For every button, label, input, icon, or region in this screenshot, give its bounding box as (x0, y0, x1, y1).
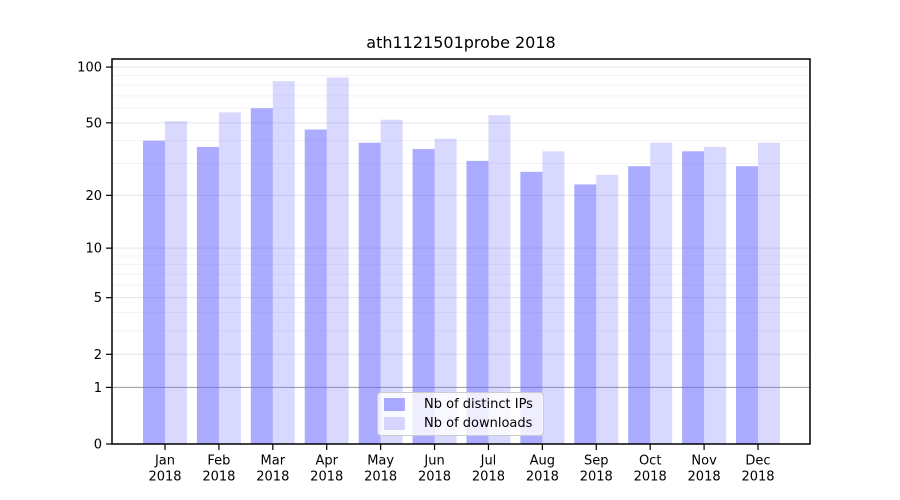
x-tick-label-year: 2018 (256, 470, 289, 485)
x-tick-label-year: 2018 (364, 470, 397, 485)
bar-distinct-ips-jul (466, 160, 489, 444)
x-tick-label-year: 2018 (148, 470, 181, 485)
x-tick-label-month: Feb (207, 454, 230, 469)
bar-downloads-apr (326, 77, 349, 444)
bar-downloads-dec (758, 142, 780, 445)
x-tick-label-year: 2018 (526, 470, 559, 485)
x-tick-label-year: 2018 (634, 470, 667, 485)
x-tick-label-month: Jun (423, 454, 444, 469)
bar-downloads-sep (596, 174, 619, 445)
axes-frame (111, 58, 811, 445)
legend-item-downloads: Nb of downloads (378, 415, 543, 431)
y-tick-label: 10 (85, 242, 102, 257)
y-tick-label: 2 (94, 348, 102, 363)
x-tick-label-month: Apr (315, 454, 338, 469)
x-tick-label-year: 2018 (688, 470, 721, 485)
bar-distinct-ips-apr (304, 129, 327, 444)
x-tick-label-year: 2018 (202, 470, 235, 485)
legend-swatch-downloads (384, 416, 405, 430)
x-tick-label-month: Nov (691, 454, 717, 469)
bar-distinct-ips-may (358, 142, 381, 445)
x-tick-label-year: 2018 (741, 470, 774, 485)
bar-downloads-may (380, 119, 403, 444)
x-tick-label-month: May (367, 454, 394, 469)
legend-label-distinct-ips: Nb of distinct IPs (424, 397, 533, 413)
legend-label-downloads: Nb of downloads (424, 415, 533, 431)
bar-distinct-ips-nov (682, 151, 705, 444)
bar-downloads-oct (650, 142, 673, 445)
bar-distinct-ips-sep (574, 184, 597, 444)
y-tick-label: 1 (94, 381, 102, 396)
x-tick-label-month: Sep (584, 454, 609, 469)
x-tick-label-year: 2018 (472, 470, 505, 485)
bar-downloads-jul (488, 115, 511, 445)
bar-downloads-mar (272, 81, 295, 444)
legend-swatch-distinct-ips (384, 398, 405, 412)
y-tick-label: 0 (94, 438, 102, 453)
bar-downloads-nov (704, 146, 727, 444)
y-tick-label: 100 (77, 61, 102, 76)
x-tick-label-month: Oct (639, 454, 661, 469)
chart-title: ath1121501probe 2018 (366, 33, 556, 52)
y-tick-label: 20 (85, 189, 102, 204)
bar-distinct-ips-dec (736, 166, 758, 444)
legend: Nb of distinct IPs Nb of downloads (377, 392, 544, 436)
x-tick-label-month: Mar (261, 454, 286, 469)
bar-downloads-jun (434, 138, 457, 444)
x-tick-label-year: 2018 (310, 470, 343, 485)
bar-distinct-ips-oct (628, 166, 651, 444)
bar-distinct-ips-feb (196, 146, 219, 444)
bar-distinct-ips-mar (250, 108, 273, 444)
bar-downloads-aug (542, 151, 565, 444)
y-tick-label: 50 (85, 116, 102, 131)
x-tick-label-year: 2018 (580, 470, 613, 485)
x-tick-label-month: Aug (530, 454, 555, 469)
bar-downloads-jan (165, 121, 187, 445)
x-tick-label-month: Dec (745, 454, 770, 469)
bar-distinct-ips-aug (520, 171, 543, 444)
bar-distinct-ips-jan (143, 140, 165, 444)
y-tick-label: 5 (94, 291, 102, 306)
x-tick-label-year: 2018 (418, 470, 451, 485)
x-tick-label-month: Jan (154, 454, 175, 469)
bar-distinct-ips-jun (412, 149, 435, 444)
bar-downloads-feb (218, 112, 241, 444)
x-tick-label-month: Jul (480, 454, 497, 469)
legend-item-distinct-ips: Nb of distinct IPs (378, 397, 543, 413)
